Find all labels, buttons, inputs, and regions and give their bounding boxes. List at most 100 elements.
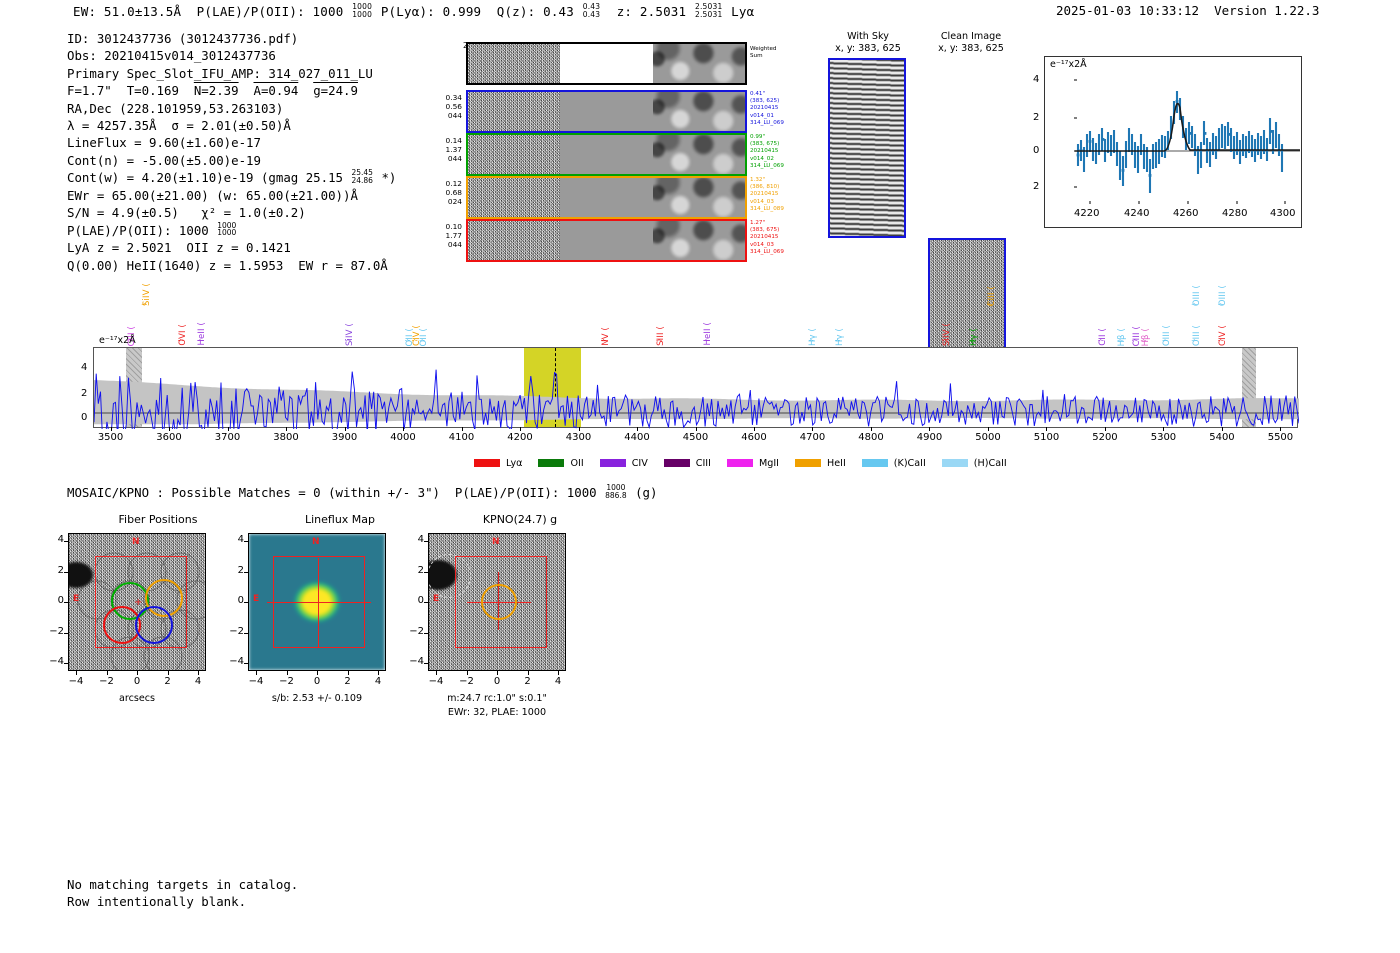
spectrum-xtick-mark — [110, 427, 112, 431]
footer-line-1: No matching targets in catalog. — [67, 877, 299, 892]
panel-xtick-mark — [527, 671, 529, 675]
info-q-heii: Q(0.00) HeII(1640) z = 1.5953 EW r = 87.… — [67, 257, 388, 273]
legend-swatch — [538, 459, 565, 467]
emission-line-brace-19: ⏞ — [1140, 340, 1147, 350]
spectrum-xtick-mark — [578, 427, 580, 431]
row1-pixelflat — [560, 92, 653, 131]
emission-line-center-marker — [554, 348, 556, 427]
kpno-caption-2: EWr: 32, PLAE: 1000 — [447, 707, 547, 718]
emission-line-brace-11: ⏞ — [808, 340, 814, 350]
legend-swatch — [663, 459, 690, 467]
info-lineflux: LineFlux = 9.60(±1.60)e-17 — [67, 135, 261, 151]
fiber-fov-box — [95, 556, 187, 648]
kpno-image[interactable]: N E — [428, 533, 566, 671]
spectrum-xtick-mark — [987, 427, 989, 431]
panel1-xtick-4: 4 — [374, 676, 382, 687]
emission-line-brace-17: ⏞ — [1117, 340, 1123, 350]
qz-label: Q(z): — [496, 4, 536, 20]
row1-smoothed — [653, 92, 745, 131]
panel-xtick-mark — [137, 671, 138, 675]
spectrum-xtick-4400: 4400 — [624, 432, 650, 443]
version-label: Version — [1214, 3, 1267, 18]
spectrum-xtick-4200: 4200 — [507, 432, 533, 443]
fiber-circle-blue — [135, 606, 173, 644]
panel-ytick-mark — [424, 571, 428, 573]
emission-line-brace-12: ⏞ — [834, 340, 841, 350]
panel0-ytick-1: 2 — [57, 564, 64, 576]
zoom-ytick-1: 2 — [1033, 112, 1040, 123]
z-line-name: Lyα — [731, 4, 755, 20]
info-cont-wide-tail: *) — [381, 170, 397, 186]
legend-label: Lyα — [506, 457, 523, 469]
row2-pixelflat — [560, 135, 653, 174]
header-summary-line: EW: 51.0±13.5Å P(LAE)/P(OII): 1000 1000 1… — [73, 3, 754, 19]
panel-title-kpno: KPNO(24.7) g — [482, 513, 558, 526]
spectrum-xtick-mark — [286, 427, 288, 431]
spectrum-xtick-4100: 4100 — [448, 432, 475, 443]
panel0-xtick-0: −4 — [68, 676, 84, 687]
panel-xtick-mark — [76, 671, 77, 675]
spectrum-xtick-4600: 4600 — [741, 432, 767, 443]
panel-ytick-mark — [64, 632, 68, 634]
weighted-sum-pixelflat — [560, 44, 653, 83]
strip-row-meta-1: 0.41" (383, 625) 20210415 v014_01 314_LU… — [750, 91, 784, 126]
spectrum-xtick-4500: 4500 — [682, 432, 709, 443]
legend-swatch — [861, 459, 888, 467]
panel0-ytick-0: 4 — [57, 534, 64, 545]
spectrum-xtick-mark — [812, 427, 814, 431]
spectrum-xtick-layer: 3500 3600 3700 3800 3900 4000 4100 4200 4300 4400… — [0, 427, 1400, 446]
lineflux-caption: s/b: 2.53 +/- 0.109 — [271, 693, 363, 704]
gmag-range: 25.45 24.86 — [351, 168, 373, 185]
info-seeing-g: g=24.9 — [313, 83, 358, 99]
panel2-ytick-2: 0 — [417, 595, 424, 606]
emission-line-brace-1: ⏞ — [141, 304, 148, 314]
row3-pixelflat — [560, 178, 653, 217]
fiber-positions-image[interactable]: + N E — [68, 533, 206, 671]
emission-line-brace-10: ⏞ — [703, 340, 709, 350]
strip-row-1 — [466, 90, 747, 133]
panel-xtick-mark — [378, 671, 379, 675]
emission-line-brace-15: ⏞ — [986, 304, 993, 314]
zoom-ytick-3: 2 — [1033, 181, 1040, 192]
info-primary-amp: Primary Spec_Slot_IFU_AMP: 314_027_011_L… — [67, 65, 373, 81]
panel-tick-layer: −4 −2 0 2 4 4 2 0 −2 −4 −4 −2 0 2 4 4 2 0 −2 −4 −4 −2 0 2 4 4 2 0 −2… — [0, 533, 1400, 713]
panel1-xtick-3: 2 — [344, 676, 351, 687]
spectrum-xtick-3600: 3600 — [156, 432, 182, 443]
panel2-ytick-1: 2 — [417, 564, 424, 576]
panel2-xtick-3: 2 — [524, 676, 531, 687]
info-seeing-f: F=1.7" — [67, 83, 112, 99]
legend-item-CIV: CIV — [599, 458, 648, 469]
ew-value: 51.0±13.5Å — [103, 4, 182, 20]
spectrum-xtick-4700: 4700 — [799, 432, 826, 443]
qz-range: 0.43 0.43 — [582, 2, 601, 19]
lineflux-map-image[interactable]: N E — [248, 533, 386, 671]
fiber-north-label: N — [132, 537, 140, 547]
emission-line-brace-2: ⏞ — [177, 340, 184, 350]
spectrum-flux-unit: e⁻¹⁷x2Å — [99, 335, 136, 346]
info-plae: P(LAE)/P(OII): 1000 — [67, 222, 209, 238]
emission-line-label-15: CIII ( — [985, 285, 996, 306]
legend-item-MgII: MgII — [726, 458, 779, 469]
weighted-sum-2dspec — [468, 44, 560, 83]
info-redshifts: LyA z = 2.5021 OII z = 0.1421 — [67, 240, 291, 256]
z-range: 2.5031 2.5031 — [694, 2, 723, 19]
legend-item-Lyα: Lyα — [474, 458, 522, 469]
spectrum-legend: Lyα OII CIV CIII MgII HeII (K)CaII (H)CaII — [474, 452, 1023, 471]
panel-ytick-mark — [244, 541, 248, 542]
info-obs: Obs: 20210415v014_3012437736 — [67, 48, 276, 64]
kpno-aperture-circle — [481, 584, 517, 620]
fiber-east-label: E — [73, 594, 80, 604]
info-cont-wide: Cont(w) = 4.20(±1.10)e-19 (gmag 25.15 — [67, 170, 344, 186]
panel-title-fiber-positions: Fiber Positions — [118, 513, 198, 526]
spectrum-xtick-mark — [344, 427, 346, 431]
panel2-ytick-4: −4 — [409, 656, 424, 667]
spectrum-xtick-mark — [870, 427, 872, 431]
emission-line-brace-22: ⏞ — [1191, 304, 1198, 314]
panel-xtick-mark — [347, 671, 349, 675]
panel-xtick-mark — [558, 671, 559, 675]
panel1-xtick-0: −4 — [248, 676, 264, 687]
panel0-ytick-3: −2 — [49, 625, 64, 637]
spectrum-xtick-mark — [637, 427, 638, 431]
zoom-ytick-0: 4 — [1033, 74, 1040, 85]
panel-xtick-mark — [497, 671, 498, 675]
